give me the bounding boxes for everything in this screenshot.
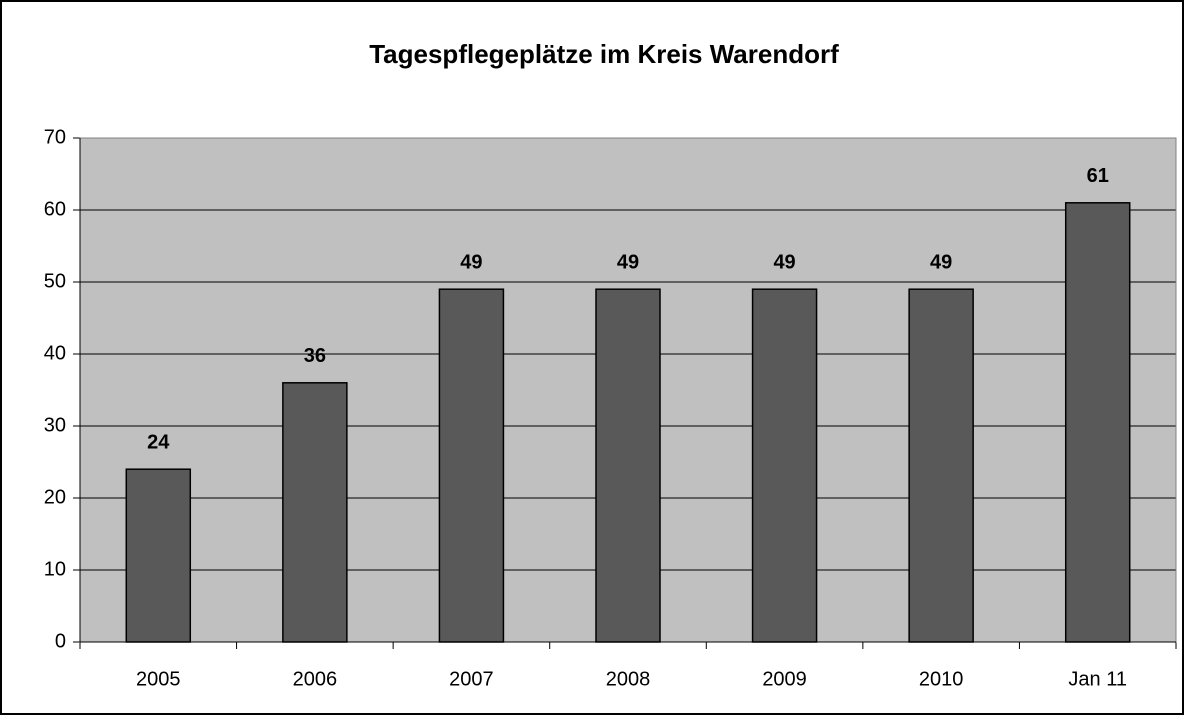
y-tick-label: 60 bbox=[44, 198, 66, 220]
y-tick-label: 20 bbox=[44, 486, 66, 508]
x-tick-label: 2007 bbox=[449, 668, 494, 690]
y-tick-label: 40 bbox=[44, 342, 66, 364]
bar bbox=[438, 288, 505, 643]
data-label: 49 bbox=[930, 251, 952, 273]
bar bbox=[282, 382, 348, 643]
data-label: 24 bbox=[147, 431, 170, 453]
bar bbox=[1064, 202, 1131, 643]
y-tick-label: 30 bbox=[44, 414, 66, 436]
bar bbox=[125, 468, 192, 643]
x-tick-label: 2006 bbox=[293, 668, 338, 690]
data-label: 49 bbox=[617, 251, 639, 273]
x-tick-label: Jan 11 bbox=[1068, 668, 1127, 690]
y-tick-label: 70 bbox=[44, 126, 66, 148]
data-label: 61 bbox=[1087, 165, 1109, 187]
y-tick-label: 10 bbox=[44, 558, 66, 580]
bar bbox=[908, 288, 974, 643]
x-tick-label: 2005 bbox=[136, 668, 181, 690]
y-tick-label: 0 bbox=[55, 630, 66, 652]
x-tick-label: 2009 bbox=[762, 668, 807, 690]
x-tick-label: 2008 bbox=[606, 668, 651, 690]
bar bbox=[751, 288, 818, 643]
data-label: 36 bbox=[304, 345, 326, 367]
y-tick-label: 50 bbox=[44, 270, 66, 292]
x-tick-label: 2010 bbox=[919, 668, 964, 690]
bar bbox=[595, 288, 661, 643]
chart-title: Tagespflegeplätze im Kreis Warendorf bbox=[369, 39, 839, 69]
data-label: 49 bbox=[460, 251, 482, 273]
data-label: 49 bbox=[773, 251, 795, 273]
